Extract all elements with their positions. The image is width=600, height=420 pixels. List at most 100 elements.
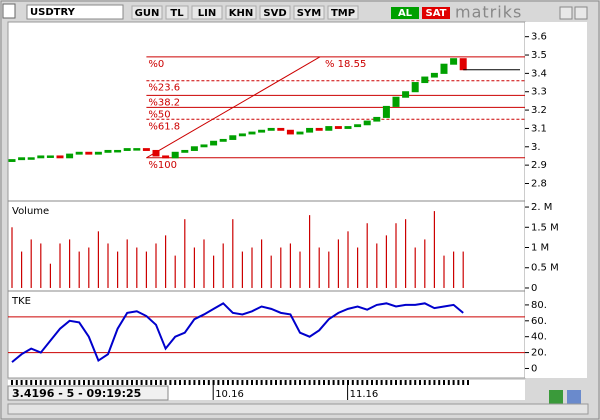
- candle: [286, 129, 294, 135]
- toolbar-button-label[interactable]: LIN: [198, 8, 216, 19]
- y-tick-label: 60.: [531, 316, 547, 327]
- fib-label: %61.8: [148, 121, 180, 132]
- candle: [325, 126, 333, 131]
- candle: [94, 151, 102, 155]
- candle: [104, 149, 112, 153]
- candle: [114, 149, 122, 153]
- toolbar-button[interactable]: [165, 5, 189, 20]
- buy-button[interactable]: [391, 7, 419, 19]
- scrollbar[interactable]: [7, 403, 589, 415]
- toolbar-button[interactable]: [327, 5, 359, 20]
- y-tick-label: 2. M: [531, 202, 552, 213]
- candle: [315, 127, 323, 131]
- candle: [402, 91, 410, 98]
- fib-label: %100: [148, 160, 177, 171]
- candle: [229, 135, 237, 140]
- toolbar-button[interactable]: [131, 5, 163, 20]
- settings-icon[interactable]: [567, 390, 581, 404]
- fib-label: %50: [148, 109, 170, 120]
- close-button[interactable]: [574, 6, 588, 20]
- candle: [162, 155, 170, 159]
- candle: [296, 131, 304, 135]
- buy-label[interactable]: AL: [398, 8, 413, 19]
- candle: [430, 72, 438, 78]
- candle: [152, 149, 160, 157]
- brand: matriks: [455, 3, 522, 22]
- candle: [66, 153, 74, 159]
- toolbar-button-label[interactable]: TMP: [331, 8, 355, 19]
- candle: [334, 126, 342, 129]
- sell-label[interactable]: SAT: [426, 8, 447, 19]
- toolbar-button-label[interactable]: GUN: [135, 8, 160, 19]
- symbol-box[interactable]: [26, 4, 124, 20]
- y-tick-label: 40.: [531, 332, 547, 343]
- candle: [210, 140, 218, 146]
- candle: [200, 144, 208, 148]
- date-label: 11.16: [350, 389, 379, 400]
- candle: [219, 138, 227, 142]
- y-tick-label: 3.1: [531, 123, 547, 134]
- y-tick-label: 1.5 M: [531, 222, 559, 233]
- candle: [238, 133, 246, 137]
- candle: [344, 126, 352, 129]
- plot-area: [7, 21, 526, 379]
- y-tick-label: 0.5 M: [531, 263, 559, 274]
- icon: [2, 3, 16, 19]
- candle: [277, 127, 285, 131]
- y-tick-label: 1 M: [531, 243, 549, 254]
- candle: [123, 148, 131, 151]
- toolbar-button-label[interactable]: TL: [170, 8, 184, 19]
- toolbar-button[interactable]: [225, 5, 257, 20]
- toolbar-button-label[interactable]: SVD: [263, 8, 286, 19]
- candle: [382, 105, 390, 118]
- candle: [267, 127, 275, 131]
- candle: [142, 148, 150, 151]
- status-box: [7, 385, 169, 401]
- y-tick-label: 80.: [531, 300, 547, 311]
- y-tick-label: 3.4: [531, 68, 547, 79]
- candle: [37, 155, 45, 159]
- candle: [27, 157, 35, 160]
- candle: [354, 124, 362, 128]
- candle: [56, 155, 64, 159]
- candle: [133, 148, 141, 151]
- candle: [459, 58, 467, 71]
- fib-label: %0: [148, 59, 164, 70]
- candle: [85, 151, 93, 155]
- min-button[interactable]: [559, 6, 573, 20]
- candle: [181, 149, 189, 153]
- y-tick-label: 0: [531, 363, 537, 374]
- y-tick-label: 3.2: [531, 105, 547, 116]
- axis-area: [525, 22, 587, 378]
- candle: [248, 131, 256, 135]
- date-label: 10.16: [215, 389, 244, 400]
- toolbar-button[interactable]: [293, 5, 325, 20]
- y-tick-label: 0: [531, 283, 537, 294]
- tke-line: [11, 302, 464, 363]
- candle: [306, 127, 314, 133]
- candle: [171, 151, 179, 159]
- y-tick-label: 20.: [531, 348, 547, 359]
- candle: [421, 76, 429, 84]
- panel-title: TKE: [11, 296, 31, 307]
- toolbar-button-label[interactable]: SYM: [297, 8, 321, 19]
- fib-label: %23.6: [148, 83, 180, 94]
- trend-line: [146, 56, 321, 159]
- y-tick-label: 3.6: [531, 32, 547, 43]
- candle: [363, 120, 371, 126]
- toolbar-button[interactable]: [191, 5, 223, 20]
- sell-button[interactable]: [422, 7, 450, 19]
- toolbar-button[interactable]: [259, 5, 291, 20]
- candle: [75, 151, 83, 155]
- y-tick-label: 2.9: [531, 160, 547, 171]
- fib-move-label: % 18.55: [325, 59, 366, 70]
- candle: [258, 129, 266, 133]
- candle: [440, 63, 448, 74]
- y-tick-label: 3.: [531, 142, 541, 153]
- y-tick-label: 3.5: [531, 50, 547, 61]
- refresh-icon[interactable]: [549, 390, 563, 404]
- toolbar-button-label[interactable]: KHN: [229, 8, 254, 19]
- candle: [190, 146, 198, 151]
- symbol[interactable]: USDTRY: [30, 7, 76, 18]
